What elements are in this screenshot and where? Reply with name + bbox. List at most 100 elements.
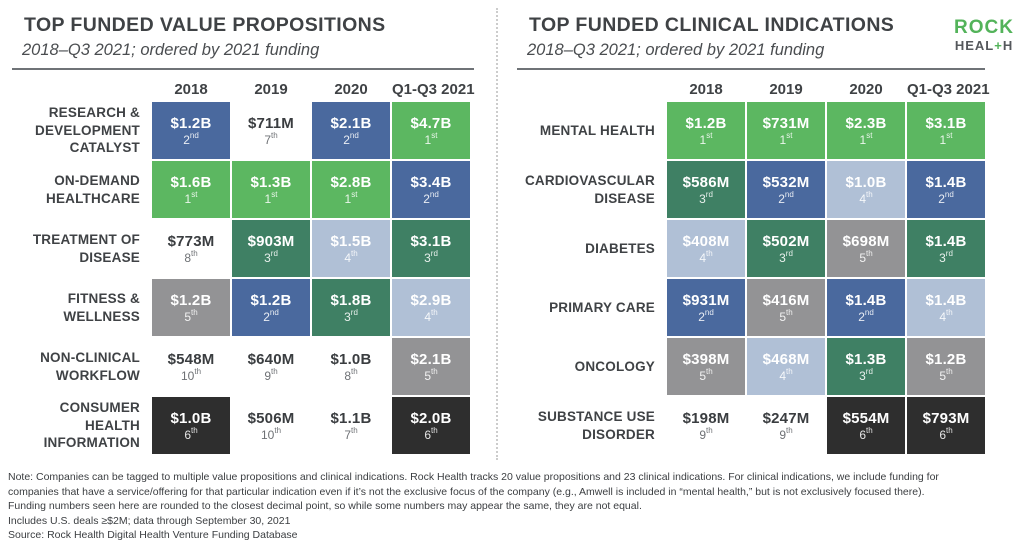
funding-rank: 4th [424, 307, 438, 324]
funding-rank: 2nd [263, 307, 279, 324]
funding-amount: $586M [682, 173, 730, 191]
funding-cell: $1.0B 6th [152, 397, 230, 454]
funding-rank: 8th [344, 366, 358, 383]
funding-rank: 2nd [343, 130, 359, 147]
funding-amount: $640M [247, 350, 295, 368]
funding-rank: 6th [424, 425, 438, 442]
funding-amount: $1.6B [170, 173, 212, 191]
funding-amount: $2.3B [845, 114, 887, 132]
funding-amount: $1.0B [330, 350, 372, 368]
funding-cell: $2.9B 4th [392, 279, 470, 336]
funding-rank: 2nd [183, 130, 199, 147]
funding-rank: 1st [859, 130, 873, 147]
funding-rank: 5th [424, 366, 438, 383]
funding-cell: $1.4B 2nd [827, 279, 905, 336]
funding-amount: $1.8B [330, 291, 372, 309]
funding-cell: $3.1B 1st [907, 102, 985, 159]
funding-amount: $931M [682, 291, 730, 309]
funding-cell: $1.3B 3rd [827, 338, 905, 395]
funding-rank: 2nd [938, 189, 954, 206]
funding-rank: 6th [184, 425, 198, 442]
funding-cell: $1.4B 4th [907, 279, 985, 336]
funding-cell: $4.7B 1st [392, 102, 470, 159]
footnote-line: companies that have a service/offering f… [8, 485, 925, 498]
funding-rank: 7th [264, 130, 278, 147]
funding-amount: $1.2B [925, 350, 967, 368]
plus-glyph-icon: + [994, 38, 1003, 53]
funding-cell: $1.2B 5th [152, 279, 230, 336]
column-header-row: 2018 2019 2020 Q1-Q3 2021 [12, 79, 474, 99]
row-label: SUBSTANCE USE DISORDER [537, 408, 655, 442]
funding-cell: $554M 6th [827, 397, 905, 454]
funding-rank: 9th [779, 425, 793, 442]
page-title-value-propositions: TOP FUNDED VALUE PROPOSITIONS [24, 14, 386, 36]
funding-cell: $2.1B 2nd [312, 102, 390, 159]
column-header: 2020 [849, 80, 883, 98]
row-label: RESEARCH & DEVELOPMENT CATALYST [35, 105, 140, 156]
funding-cell: $468M 4th [747, 338, 825, 395]
funding-amount: $1.4B [925, 291, 967, 309]
funding-cell: $711M 7th [232, 102, 310, 159]
funding-rank: 1st [344, 189, 358, 206]
horizontal-rule [517, 68, 985, 70]
funding-amount: $468M [762, 350, 810, 368]
funding-cell: $1.1B 7th [312, 397, 390, 454]
funding-amount: $398M [682, 350, 730, 368]
row-label: PRIMARY CARE [549, 299, 655, 315]
funding-rank: 8th [184, 248, 198, 265]
funding-rank: 2nd [698, 307, 714, 324]
funding-rank: 3rd [424, 248, 438, 265]
funding-rank: 7th [344, 425, 358, 442]
column-header: 2020 [334, 80, 368, 98]
funding-cell: $1.2B 5th [907, 338, 985, 395]
funding-rank: 1st [424, 130, 438, 147]
funding-rank: 3rd [264, 248, 278, 265]
funding-amount: $3.1B [925, 114, 967, 132]
funding-amount: $1.0B [170, 409, 212, 427]
column-header: Q1-Q3 2021 [907, 80, 990, 98]
funding-cell: $1.2B 1st [667, 102, 745, 159]
funding-rank: 5th [779, 307, 793, 324]
funding-cell: $1.4B 3rd [907, 220, 985, 277]
funding-amount: $698M [842, 232, 890, 250]
funding-rank: 3rd [859, 366, 873, 383]
funding-cell: $1.2B 2nd [232, 279, 310, 336]
funding-amount: $247M [762, 409, 810, 427]
footnote-line: Note: Companies can be tagged to multipl… [8, 471, 939, 483]
funding-rank: 1st [264, 189, 278, 206]
funding-cell: $502M 3rd [747, 220, 825, 277]
panel-value-propositions: TOP FUNDED VALUE PROPOSITIONS 2018–Q3 20… [12, 14, 475, 454]
funding-cell: $1.2B 2nd [152, 102, 230, 159]
column-header: 2018 [174, 80, 208, 98]
funding-amount: $1.5B [330, 232, 372, 250]
funding-amount: $2.1B [330, 114, 372, 132]
funding-rank: 5th [859, 248, 873, 265]
row-label: CARDIOVASCULAR DISEASE [524, 172, 655, 206]
funding-rank: 4th [859, 189, 873, 206]
funding-cell: $2.8B 1st [312, 161, 390, 218]
funding-rank: 5th [939, 366, 953, 383]
funding-cell: $1.0B 4th [827, 161, 905, 218]
funding-cell: $1.3B 1st [232, 161, 310, 218]
row-label: NON-CLINICAL WORKFLOW [40, 349, 140, 383]
funding-cell: $416M 5th [747, 279, 825, 336]
column-header: 2019 [254, 80, 288, 98]
funding-cell: $548M 10th [152, 338, 230, 395]
funding-rank: 6th [859, 425, 873, 442]
funding-amount: $3.4B [410, 173, 452, 191]
funding-rank: 9th [264, 366, 278, 383]
funding-cell: $1.4B 2nd [907, 161, 985, 218]
funding-amount: $731M [762, 114, 810, 132]
footnote-line: Funding numbers seen here are rounded to… [8, 500, 642, 512]
row-label: ON-DEMAND HEALTHCARE [46, 172, 140, 206]
funding-rank: 3rd [344, 307, 358, 324]
funding-rank: 10th [260, 425, 282, 442]
funding-cell: $398M 5th [667, 338, 745, 395]
funding-cell: $1.6B 1st [152, 161, 230, 218]
funding-amount: $506M [247, 409, 295, 427]
funding-amount: $1.4B [925, 173, 967, 191]
funding-cell: $3.1B 3rd [392, 220, 470, 277]
funding-rank: 10th [180, 366, 202, 383]
funding-rank: 3rd [779, 248, 793, 265]
